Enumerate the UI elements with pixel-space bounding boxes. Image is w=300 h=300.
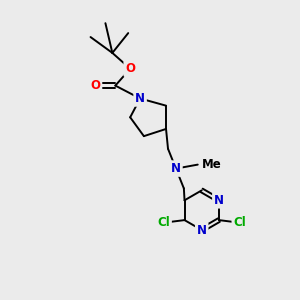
Text: Cl: Cl [233,216,246,229]
Text: N: N [171,162,181,175]
Text: Cl: Cl [158,216,170,229]
Text: O: O [125,62,135,75]
Text: O: O [91,79,100,92]
Text: N: N [135,92,145,105]
Text: Me: Me [202,158,221,171]
Text: N: N [197,224,207,236]
Text: N: N [214,194,224,207]
